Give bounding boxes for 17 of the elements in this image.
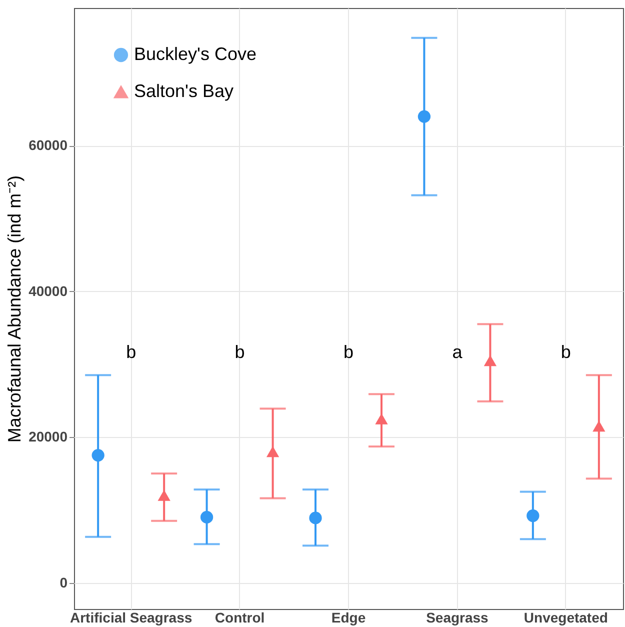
- annotation: a: [452, 342, 464, 362]
- x-tick-label: Seagrass: [426, 610, 489, 626]
- x-tick-label: Control: [214, 610, 265, 626]
- x-tick-label: Edge: [331, 610, 366, 626]
- y-tick-label: 60000: [28, 137, 68, 154]
- y-axis-title: Macrofaunal Abundance (ind m⁻²): [4, 175, 25, 443]
- y-tick-label: 20000: [28, 428, 68, 445]
- legend-label: Buckley's Cove: [134, 44, 256, 64]
- x-tick-label: Unvegetated: [524, 610, 608, 626]
- annotation: b: [234, 342, 245, 362]
- y-tick-label: 40000: [28, 282, 68, 299]
- annotation: b: [343, 342, 354, 362]
- y-tick-label: 0: [60, 574, 68, 590]
- x-tick-label: Artificial Seagrass: [70, 610, 192, 626]
- legend-label: Salton's Bay: [134, 81, 234, 101]
- annotation: b: [560, 342, 571, 362]
- annotation: b: [126, 342, 136, 362]
